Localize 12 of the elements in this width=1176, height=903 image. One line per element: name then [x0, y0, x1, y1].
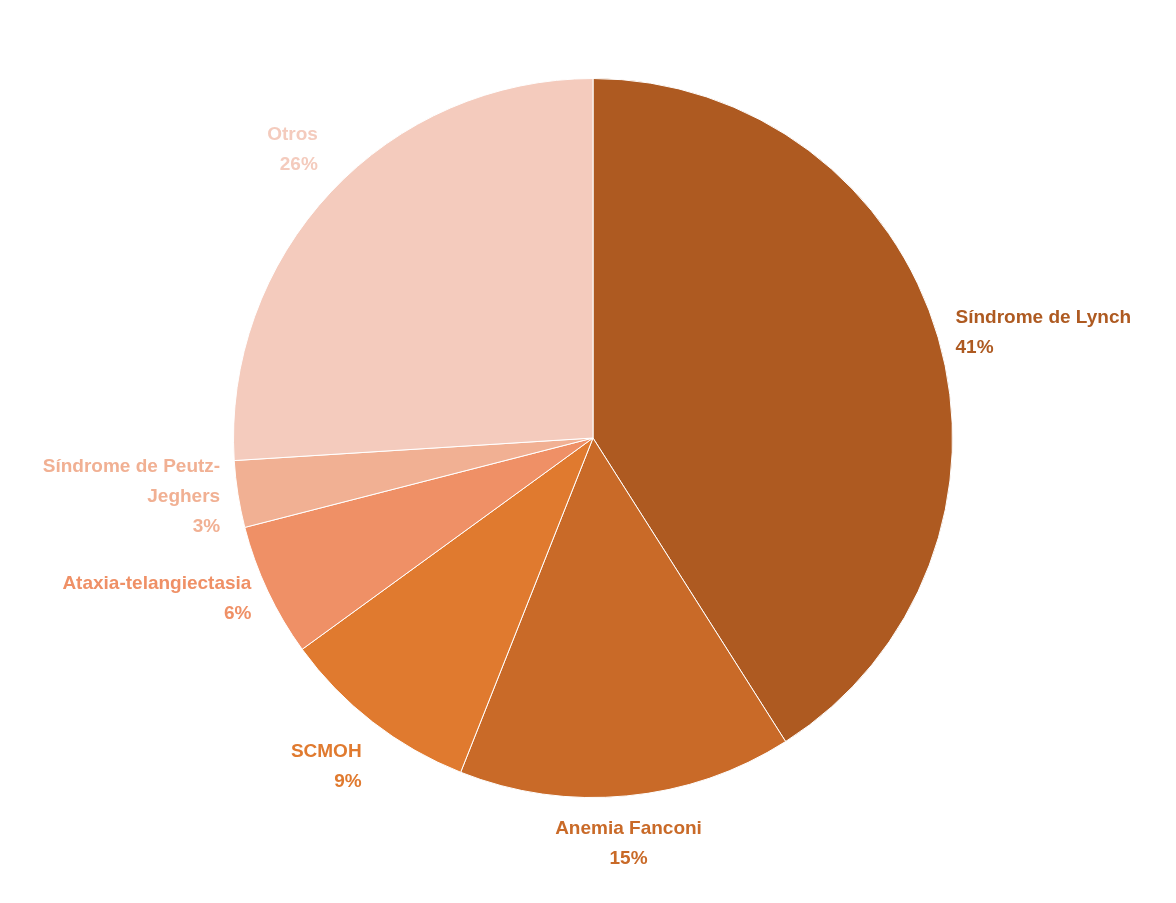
data-label: 3%	[192, 515, 221, 537]
data-label: 6%	[223, 601, 252, 623]
data-label: 41%	[955, 335, 994, 357]
slice-label: Otros	[267, 122, 318, 144]
data-label: 9%	[334, 769, 362, 791]
data-label: 15%	[609, 847, 648, 869]
slice-label: Anemia Fanconi	[555, 817, 702, 839]
data-label: 26%	[279, 152, 318, 174]
slice-label: SCMOH	[290, 739, 362, 761]
slice-label: Ataxia-telangiectasia	[62, 571, 252, 593]
slice-label: Síndrome de Peutz-Jeghers	[42, 455, 221, 507]
slice-label: Síndrome de Lynch	[955, 305, 1132, 327]
